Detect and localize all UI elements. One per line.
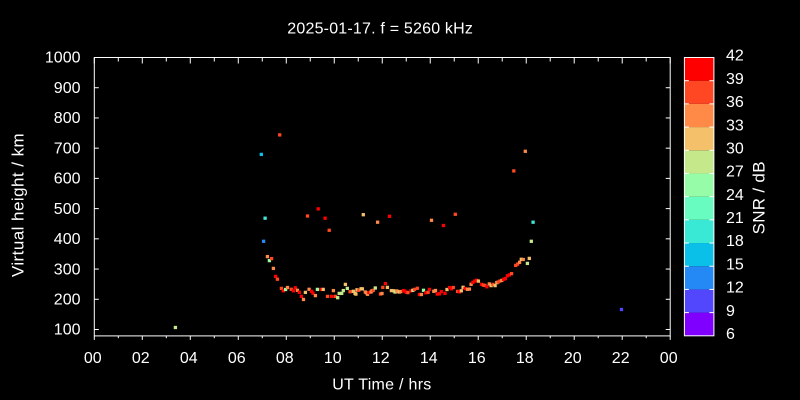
svg-text:10: 10: [324, 350, 342, 367]
svg-text:300: 300: [54, 261, 81, 278]
svg-text:200: 200: [54, 291, 81, 308]
svg-text:9: 9: [726, 303, 735, 320]
svg-text:24: 24: [726, 187, 744, 204]
svg-text:700: 700: [54, 140, 81, 157]
svg-text:21: 21: [726, 210, 744, 227]
svg-text:2025-01-17. f = 5260 kHz: 2025-01-17. f = 5260 kHz: [287, 21, 473, 38]
svg-text:SNR / dB: SNR / dB: [750, 161, 769, 234]
svg-text:800: 800: [54, 110, 81, 127]
svg-text:Virtual height / km: Virtual height / km: [9, 133, 28, 277]
svg-text:36: 36: [726, 94, 744, 111]
svg-text:20: 20: [564, 350, 582, 367]
svg-text:18: 18: [516, 350, 534, 367]
svg-text:400: 400: [54, 231, 81, 248]
svg-text:02: 02: [132, 350, 150, 367]
svg-text:08: 08: [276, 350, 294, 367]
svg-text:30: 30: [726, 140, 744, 157]
svg-text:15: 15: [726, 256, 744, 273]
svg-text:500: 500: [54, 201, 81, 218]
svg-text:06: 06: [228, 350, 246, 367]
svg-text:UT Time / hrs: UT Time / hrs: [332, 376, 431, 393]
svg-text:00: 00: [660, 350, 678, 367]
svg-text:16: 16: [468, 350, 486, 367]
svg-text:42: 42: [726, 48, 744, 65]
svg-text:18: 18: [726, 233, 744, 250]
svg-text:00: 00: [84, 350, 102, 367]
svg-text:6: 6: [726, 326, 735, 343]
svg-text:27: 27: [726, 164, 744, 181]
svg-text:600: 600: [54, 171, 81, 188]
svg-text:12: 12: [726, 280, 744, 297]
svg-text:22: 22: [612, 350, 630, 367]
svg-text:1000: 1000: [45, 50, 81, 67]
svg-text:14: 14: [420, 350, 438, 367]
svg-text:04: 04: [180, 350, 198, 367]
svg-text:12: 12: [372, 350, 390, 367]
svg-text:39: 39: [726, 71, 744, 88]
svg-text:33: 33: [726, 117, 744, 134]
svg-text:100: 100: [54, 322, 81, 339]
svg-text:900: 900: [54, 80, 81, 97]
